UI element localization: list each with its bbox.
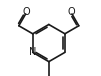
Text: N: N	[29, 47, 36, 57]
Text: O: O	[22, 7, 30, 17]
Text: O: O	[68, 7, 76, 17]
